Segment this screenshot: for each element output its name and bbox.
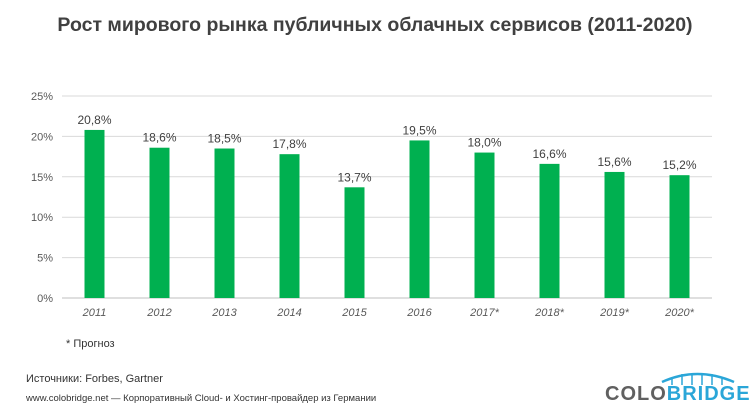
bar [344, 187, 365, 298]
data-label: 13,7% [337, 170, 371, 184]
data-label: 18,5% [207, 132, 241, 146]
y-tick-label: 20% [31, 131, 53, 143]
data-label: 18,0% [467, 136, 501, 150]
colobridge-logo: COLOBRIDGE [602, 368, 750, 408]
x-tick-label: 2017* [469, 307, 499, 319]
bar [669, 175, 690, 298]
bridge-arc-icon [661, 372, 735, 385]
logo-wordmark: COLOBRIDGE [605, 383, 750, 406]
x-tick-label: 2013 [211, 307, 237, 319]
y-tick-label: 0% [37, 293, 53, 305]
data-label: 16,6% [532, 147, 566, 161]
bar [279, 154, 300, 298]
x-tick-label: 2011 [82, 307, 107, 319]
bar [84, 129, 105, 298]
x-tick-label: 2019* [599, 307, 629, 319]
chart-title: Рост мирового рынка публичных облачных с… [57, 14, 693, 36]
x-tick-label: 2012 [146, 307, 171, 319]
data-label: 17,8% [272, 137, 306, 151]
x-tick-label: 2018* [534, 307, 564, 319]
x-tick-label: 2015 [341, 307, 367, 319]
data-label: 15,2% [662, 158, 696, 172]
y-tick-label: 5% [37, 253, 53, 265]
site-footer-text: www.colobridge.net — Корпоративный Cloud… [26, 393, 377, 404]
data-label: 15,6% [597, 155, 631, 169]
y-tick-label: 15% [31, 172, 53, 184]
forecast-footnote: * Прогноз [66, 338, 115, 350]
bar [474, 152, 495, 298]
bar [539, 163, 560, 298]
y-tick-label: 25% [31, 91, 53, 103]
x-tick-label: 2014 [276, 307, 301, 319]
bar [409, 140, 430, 298]
x-tick-label: 2016 [406, 307, 432, 319]
x-tick-label: 2020* [664, 307, 694, 319]
bar [149, 147, 170, 298]
data-label: 20,8% [77, 113, 111, 127]
y-tick-label: 10% [31, 212, 53, 224]
bar [604, 171, 625, 298]
logo-part-bridge: BRIDGE [666, 383, 750, 405]
bar [214, 148, 235, 298]
data-label: 18,6% [142, 131, 176, 145]
logo-part-colo: COLO [605, 383, 667, 405]
sources-text: Источники: Forbes, Gartner [26, 373, 163, 385]
data-label: 19,5% [402, 123, 436, 137]
